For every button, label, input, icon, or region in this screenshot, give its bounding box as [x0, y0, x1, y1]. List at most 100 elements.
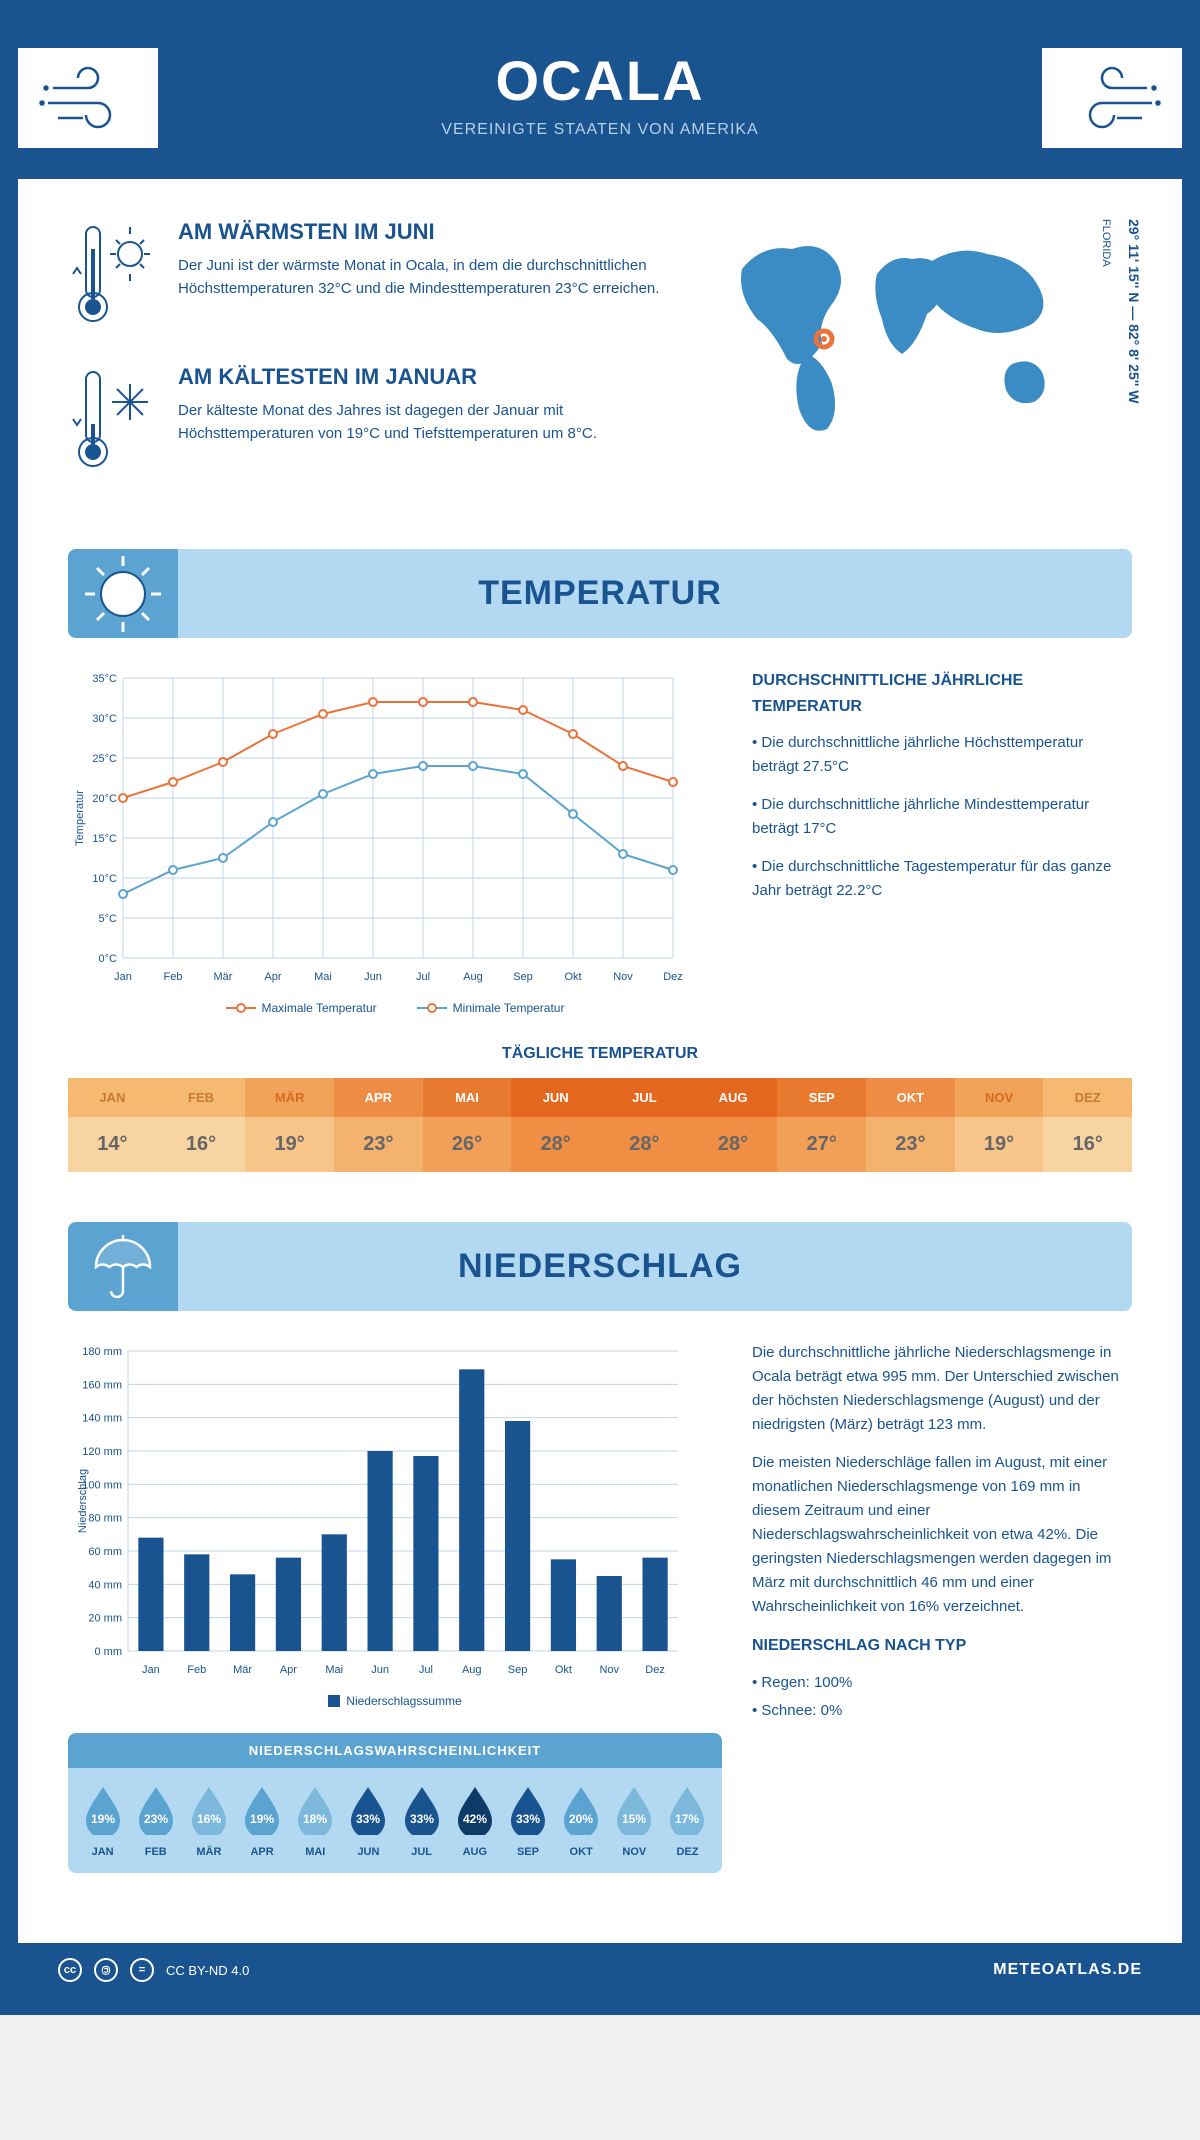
coords-label: 29° 11' 15'' N — 82° 8' 25'' W: [1126, 219, 1142, 404]
svg-text:20 mm: 20 mm: [88, 1613, 122, 1625]
temp-col: NOV 19°: [955, 1078, 1044, 1172]
warmest-block: AM WÄRMSTEN IM JUNI Der Juni ist der wär…: [68, 219, 682, 334]
map-area: FLORIDA 29° 11' 15'' N — 82° 8' 25'' W: [712, 219, 1132, 509]
precip-legend-label: Niederschlagssumme: [346, 1694, 461, 1708]
temp-col: JUL 28°: [600, 1078, 689, 1172]
svg-text:Nov: Nov: [599, 1664, 619, 1676]
header-banner: OCALA VEREINIGTE STAATEN VON AMERIKA: [18, 18, 1182, 179]
precip-drop: 15% NOV: [608, 1783, 661, 1858]
svg-text:19%: 19%: [91, 1812, 115, 1826]
svg-text:0°C: 0°C: [99, 953, 118, 965]
svg-text:80 mm: 80 mm: [88, 1513, 122, 1525]
svg-text:16%: 16%: [197, 1812, 221, 1826]
coldest-block: AM KÄLTESTEN IM JANUAR Der kälteste Mona…: [68, 364, 682, 479]
svg-text:Jan: Jan: [114, 971, 132, 983]
svg-text:18%: 18%: [303, 1812, 327, 1826]
temp-legend: .legend-swatch:nth-child(1)::after{borde…: [68, 1001, 722, 1015]
svg-text:Mär: Mär: [214, 971, 233, 983]
svg-text:Dez: Dez: [663, 971, 683, 983]
umbrella-icon: [68, 1222, 178, 1311]
temp-bullet-3: • Die durchschnittliche Tagestemperatur …: [752, 855, 1132, 903]
precip-type-title: NIEDERSCHLAG NACH TYP: [752, 1633, 1132, 1659]
svg-text:Sep: Sep: [508, 1664, 528, 1676]
svg-text:60 mm: 60 mm: [88, 1546, 122, 1558]
city-title: OCALA: [38, 48, 1162, 113]
country-subtitle: VEREINIGTE STAATEN VON AMERIKA: [38, 121, 1162, 139]
precip-drop: 19% JAN: [76, 1783, 129, 1858]
svg-text:Okt: Okt: [555, 1664, 572, 1676]
svg-text:Jan: Jan: [142, 1664, 160, 1676]
wind-icon-left: [18, 48, 158, 148]
precip-drop: 18% MAI: [289, 1783, 342, 1858]
precip-prob-title: NIEDERSCHLAGSWAHRSCHEINLICHKEIT: [68, 1733, 722, 1768]
precip-drop: 42% AUG: [448, 1783, 501, 1858]
svg-text:Mai: Mai: [325, 1664, 343, 1676]
daily-temp-table: JAN 14° FEB 16° MÄR 19° APR 23° MAI 26° …: [68, 1078, 1132, 1172]
temp-side-title: DURCHSCHNITTLICHE JÄHRLICHE TEMPERATUR: [752, 668, 1132, 719]
svg-text:180 mm: 180 mm: [82, 1346, 122, 1358]
cc-icon: cc: [58, 1958, 82, 1982]
svg-text:Dez: Dez: [645, 1664, 665, 1676]
precip-bar-chart-container: 0 mm20 mm40 mm60 mm80 mm100 mm120 mm140 …: [68, 1341, 722, 1873]
temp-col: MÄR 19°: [245, 1078, 334, 1172]
svg-text:15°C: 15°C: [92, 833, 117, 845]
svg-text:23%: 23%: [144, 1812, 168, 1826]
state-label: FLORIDA: [1100, 219, 1112, 267]
svg-text:Temperatur: Temperatur: [74, 790, 86, 846]
svg-text:Jul: Jul: [416, 971, 430, 983]
temp-chart-row: 0°C5°C10°C15°C20°C25°C30°C35°CJanFebMärA…: [68, 668, 1132, 1015]
svg-text:33%: 33%: [410, 1812, 434, 1826]
svg-text:40 mm: 40 mm: [88, 1579, 122, 1591]
temp-col: AUG 28°: [689, 1078, 778, 1172]
temp-col: SEP 27°: [777, 1078, 866, 1172]
climate-summary: AM WÄRMSTEN IM JUNI Der Juni ist der wär…: [68, 219, 682, 509]
license-block: cc 🄯 = CC BY-ND 4.0: [58, 1958, 249, 1982]
by-icon: 🄯: [94, 1958, 118, 1982]
temp-line-chart: 0°C5°C10°C15°C20°C25°C30°C35°CJanFebMärA…: [68, 668, 722, 1015]
warmest-text: Der Juni ist der wärmste Monat in Ocala,…: [178, 255, 682, 300]
coldest-title: AM KÄLTESTEN IM JANUAR: [178, 364, 682, 390]
svg-text:Jun: Jun: [364, 971, 382, 983]
svg-text:Apr: Apr: [264, 971, 281, 983]
precip-legend: Niederschlagssumme: [68, 1694, 722, 1708]
svg-text:5°C: 5°C: [99, 913, 118, 925]
svg-text:Aug: Aug: [463, 971, 483, 983]
svg-text:Mai: Mai: [314, 971, 332, 983]
svg-text:Jun: Jun: [371, 1664, 389, 1676]
precip-section-title: NIEDERSCHLAG: [88, 1247, 1112, 1286]
precip-type-2: • Schnee: 0%: [752, 1699, 1132, 1723]
svg-text:20%: 20%: [569, 1812, 593, 1826]
site-label: METEOATLAS.DE: [993, 1961, 1142, 1979]
svg-text:33%: 33%: [516, 1812, 540, 1826]
infographic-page: OCALA VEREINIGTE STAATEN VON AMERIKA AM …: [0, 0, 1200, 2015]
precip-para-2: Die meisten Niederschläge fallen im Augu…: [752, 1451, 1132, 1619]
precip-drop: 19% APR: [236, 1783, 289, 1858]
temp-col: JAN 14°: [68, 1078, 157, 1172]
svg-text:30°C: 30°C: [92, 713, 117, 725]
svg-text:25°C: 25°C: [92, 753, 117, 765]
svg-text:Aug: Aug: [462, 1664, 482, 1676]
precip-drop: 23% FEB: [129, 1783, 182, 1858]
svg-text:15%: 15%: [622, 1812, 646, 1826]
svg-text:33%: 33%: [356, 1812, 380, 1826]
temp-section-title: TEMPERATUR: [88, 574, 1112, 613]
legend-min-label: Minimale Temperatur: [453, 1001, 565, 1015]
svg-text:Mär: Mär: [233, 1664, 252, 1676]
svg-text:0 mm: 0 mm: [95, 1646, 123, 1658]
temp-col: MAI 26°: [423, 1078, 512, 1172]
temp-bullet-2: • Die durchschnittliche jährliche Mindes…: [752, 793, 1132, 841]
precip-drop: 17% DEZ: [661, 1783, 714, 1858]
thermometer-hot-icon: [68, 219, 158, 334]
svg-text:Jul: Jul: [419, 1664, 433, 1676]
svg-text:10°C: 10°C: [92, 873, 117, 885]
svg-text:Feb: Feb: [187, 1664, 206, 1676]
precip-drop: 33% SEP: [501, 1783, 554, 1858]
svg-text:Okt: Okt: [564, 971, 581, 983]
svg-text:160 mm: 160 mm: [82, 1379, 122, 1391]
svg-text:120 mm: 120 mm: [82, 1446, 122, 1458]
precip-bar-chart: 0 mm20 mm40 mm60 mm80 mm100 mm120 mm140 …: [68, 1341, 688, 1681]
precip-type-1: • Regen: 100%: [752, 1671, 1132, 1695]
daily-temp-title: TÄGLICHE TEMPERATUR: [68, 1045, 1132, 1063]
temp-banner: TEMPERATUR: [68, 549, 1132, 638]
precip-banner: NIEDERSCHLAG: [68, 1222, 1132, 1311]
